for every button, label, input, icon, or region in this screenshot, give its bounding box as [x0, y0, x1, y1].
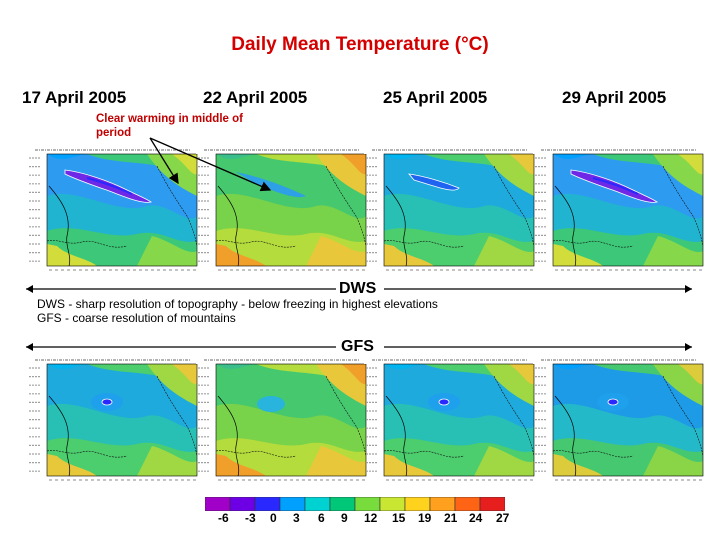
- gfs-label: GFS: [341, 338, 374, 355]
- colorbar-swatch: [354, 497, 381, 511]
- date-label-3: 25 April 2005: [383, 88, 488, 107]
- colorbar-swatch: [329, 497, 356, 511]
- date-label-2: 22 April 2005: [203, 88, 308, 107]
- map-panel-dws-4: [533, 146, 705, 274]
- colorbar-swatch: [429, 497, 456, 511]
- page-title: Daily Mean Temperature (°C): [231, 34, 489, 55]
- colorbar-tick-label: 3: [293, 511, 300, 525]
- colorbar-tick-label: -6: [218, 511, 229, 525]
- colorbar-tick-label: 6: [318, 511, 325, 525]
- colorbar-tick-label: 24: [469, 511, 483, 525]
- colorbar-tick-label: 19: [418, 511, 432, 525]
- colorbar-swatch: [205, 497, 231, 511]
- description-line-gfs: GFS - coarse resolution of mountains: [37, 311, 236, 325]
- dws-label: DWS: [339, 280, 377, 297]
- colorbar-tick-label: 27: [496, 511, 510, 525]
- colorbar-tick-label: 9: [341, 511, 348, 525]
- colorbar-swatch: [254, 497, 281, 511]
- colorbar-tick-label: -3: [245, 511, 256, 525]
- colorbar-tick-label: 12: [364, 511, 378, 525]
- colorbar-swatch: [479, 497, 505, 511]
- colorbar-swatch: [279, 497, 306, 511]
- description-line-dws: DWS - sharp resolution of topography - b…: [37, 297, 438, 311]
- colorbar-tick-label: 0: [270, 511, 277, 525]
- arrow-to-panel-2: [149, 137, 179, 185]
- colorbar-swatch: [379, 497, 406, 511]
- colorbar-swatch: [229, 497, 256, 511]
- map-panel-gfs-2: [196, 356, 368, 484]
- colorbar-swatch: [304, 497, 331, 511]
- date-label-1: 17 April 2005: [22, 88, 127, 107]
- map-panel-gfs-3: [364, 356, 536, 484]
- date-label-4: 29 April 2005: [562, 88, 667, 107]
- map-panel-dws-2: [196, 146, 368, 274]
- colorbar-tick-label: 15: [392, 511, 406, 525]
- map-panel-gfs-1: [27, 356, 199, 484]
- colorbar: [205, 497, 505, 511]
- map-panel-dws-3: [364, 146, 536, 274]
- colorbar-swatch: [454, 497, 481, 511]
- colorbar-tick-label: 21: [444, 511, 458, 525]
- description: DWS - sharp resolution of topography - b…: [37, 297, 438, 325]
- arrow-to-panel-2-interior: [149, 137, 272, 192]
- warming-annotation: Clear warming in middle of period: [96, 113, 243, 139]
- colorbar-swatch: [404, 497, 431, 511]
- map-panel-gfs-4: [533, 356, 705, 484]
